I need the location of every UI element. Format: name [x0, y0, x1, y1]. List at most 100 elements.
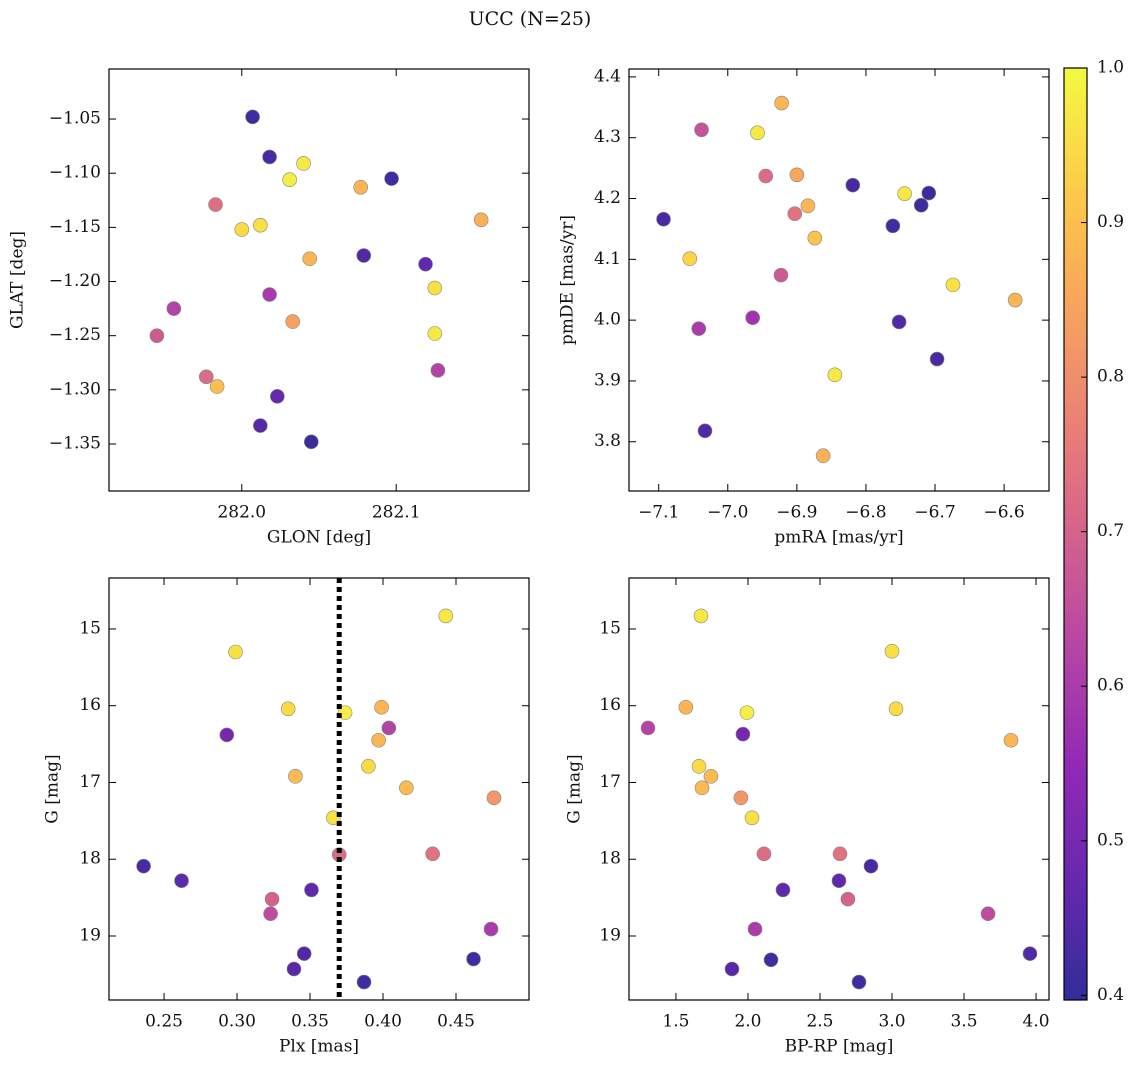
- x-tick-label: −7.0: [707, 503, 748, 523]
- y-tick-label: 19: [599, 925, 621, 945]
- x-tick-label: 0.45: [437, 1012, 475, 1032]
- star-point: [945, 277, 961, 293]
- y-axis-label: G [mag]: [43, 754, 63, 823]
- star-point: [691, 759, 707, 774]
- star-point: [807, 230, 823, 246]
- star-point: [438, 608, 454, 624]
- y-tick-label: −1.30: [49, 379, 101, 399]
- star-point: [473, 212, 489, 228]
- star-point: [980, 906, 996, 922]
- star-point: [840, 891, 856, 907]
- star-point: [735, 726, 751, 742]
- star-point: [296, 946, 312, 961]
- y-tick-label: 18: [599, 849, 621, 869]
- star-point: [280, 701, 296, 717]
- star-point: [1003, 732, 1019, 748]
- x-tick-label: −6.9: [776, 503, 817, 523]
- plot-frame: [628, 577, 1050, 1001]
- star-point: [486, 790, 502, 806]
- x-tick-label: 0.40: [364, 1012, 402, 1032]
- y-tick-label: −1.10: [49, 163, 101, 183]
- star-point: [750, 125, 765, 141]
- star-point: [787, 206, 803, 222]
- star-point: [356, 974, 372, 990]
- star-point: [884, 643, 900, 659]
- x-tick-label: 2.0: [734, 1012, 761, 1032]
- star-point: [747, 921, 763, 937]
- star-point: [209, 379, 225, 394]
- y-tick-label: 4.4: [594, 66, 621, 86]
- y-tick-label: 17: [599, 772, 621, 792]
- x-tick-label: −6.6: [983, 503, 1024, 523]
- y-axis-label: GLAT [deg]: [8, 231, 28, 329]
- y-tick-label: 4.3: [594, 127, 621, 147]
- x-tick-label: 1.5: [662, 1012, 689, 1032]
- star-point: [773, 267, 789, 283]
- star-point: [897, 186, 912, 201]
- x-tick-label: −6.7: [914, 503, 955, 523]
- x-tick-label: 2.5: [806, 1012, 833, 1032]
- y-tick-label: 3.8: [594, 431, 621, 451]
- star-point: [371, 732, 386, 748]
- star-point: [744, 810, 760, 826]
- star-point: [682, 251, 698, 267]
- star-point: [724, 961, 740, 977]
- star-point: [302, 251, 318, 267]
- star-point: [763, 952, 779, 968]
- x-tick-label: 282.0: [217, 503, 266, 523]
- star-point: [693, 608, 709, 624]
- star-point: [1022, 946, 1038, 961]
- y-tick-label: −1.05: [49, 109, 101, 129]
- y-tick-label: −1.25: [49, 325, 101, 345]
- star-point: [697, 423, 713, 439]
- star-point: [694, 122, 709, 138]
- star-point: [361, 759, 376, 774]
- star-point: [264, 891, 280, 907]
- plot-frame: [108, 68, 530, 492]
- star-point: [303, 434, 319, 450]
- star-point: [253, 418, 268, 433]
- star-point: [789, 167, 805, 183]
- star-point: [234, 222, 250, 237]
- star-point: [745, 310, 760, 326]
- star-point: [427, 280, 443, 296]
- x-tick-label: 0.25: [145, 1012, 183, 1032]
- star-point: [885, 218, 901, 234]
- star-point: [845, 177, 861, 193]
- star-point: [425, 846, 440, 862]
- star-point: [851, 974, 867, 990]
- y-tick-label: 4.0: [594, 310, 621, 330]
- y-tick-label: −1.35: [49, 433, 101, 453]
- star-point: [174, 873, 189, 889]
- star-point: [399, 780, 414, 796]
- y-tick-label: 18: [79, 849, 101, 869]
- x-tick-label: −6.8: [845, 503, 886, 523]
- colorbar-tick-label: 0.9: [1097, 212, 1124, 232]
- y-axis-label: G [mag]: [565, 754, 585, 823]
- star-point: [286, 961, 302, 977]
- star-point: [262, 287, 277, 302]
- star-point: [863, 858, 879, 874]
- plot-frame: [628, 68, 1050, 492]
- x-tick-label: 4.0: [1023, 1012, 1050, 1032]
- star-point: [228, 644, 243, 660]
- star-point: [304, 882, 319, 898]
- star-point: [756, 846, 772, 862]
- star-point: [739, 705, 755, 720]
- star-point: [198, 369, 214, 385]
- star-point: [430, 363, 446, 378]
- x-tick-label: 282.1: [372, 503, 421, 523]
- colorbar-tick-label: 0.4: [1097, 985, 1124, 1005]
- colorbar: [1063, 67, 1088, 1001]
- star-point: [353, 179, 368, 195]
- star-point: [733, 790, 749, 806]
- y-tick-label: 4.2: [594, 188, 621, 208]
- x-tick-label: 3.0: [878, 1012, 905, 1032]
- y-tick-label: 19: [79, 925, 101, 945]
- star-point: [166, 301, 182, 316]
- colorbar-tick-label: 1.0: [1097, 58, 1124, 78]
- colorbar-tick-label: 0.6: [1097, 676, 1124, 696]
- star-point: [656, 211, 671, 227]
- star-point: [149, 328, 165, 343]
- star-point: [800, 198, 816, 214]
